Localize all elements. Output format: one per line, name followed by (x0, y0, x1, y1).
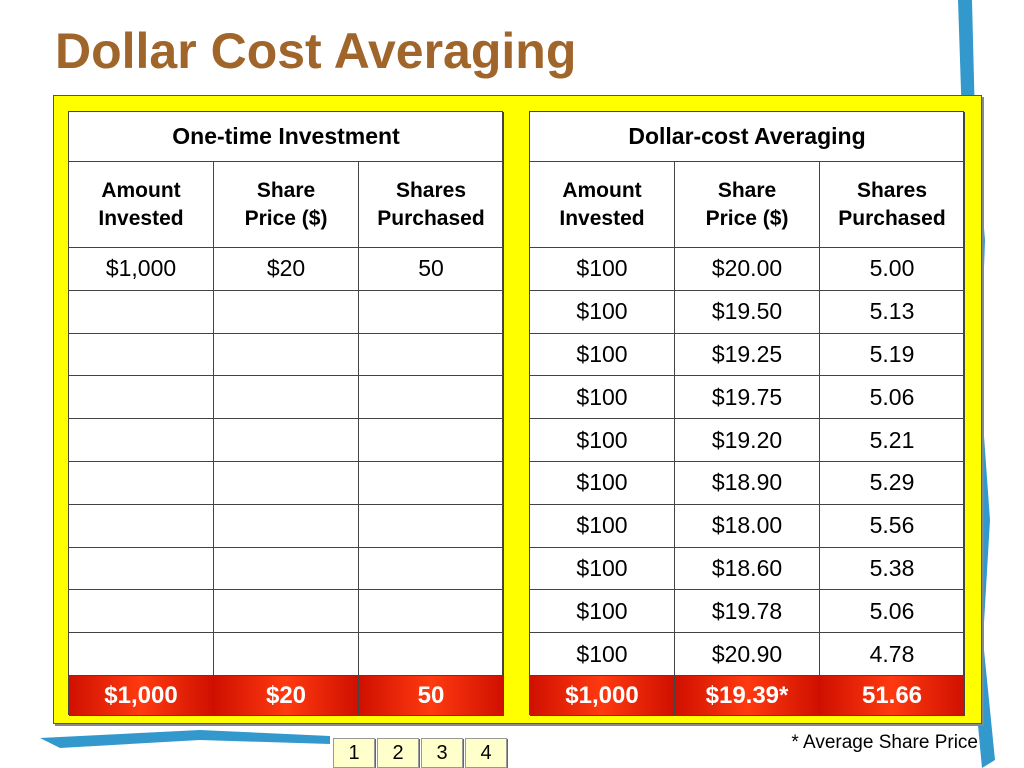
table-cell (359, 547, 504, 591)
total-cell: 50 (359, 676, 504, 716)
header-line: Share (256, 178, 316, 202)
table-cell (214, 590, 359, 634)
slide-title: Dollar Cost Averaging (55, 23, 577, 79)
header-line: Purchased (838, 206, 946, 230)
header-line: Invested (559, 206, 645, 230)
table-cell (359, 462, 504, 505)
table-cell: $100 (530, 590, 675, 634)
table-cell (214, 290, 359, 334)
table-cell: 5.29 (820, 462, 965, 505)
table-title: Dollar-cost Averaging (530, 112, 965, 162)
table-cell: $100 (530, 547, 675, 591)
table: One-time Investment Amount Invested Share Pr… (68, 111, 504, 716)
nav-button[interactable]: 4 (465, 738, 507, 768)
table-cell: $100 (530, 462, 675, 505)
footnote: * Average Share Price (791, 732, 978, 753)
table-cell (69, 504, 214, 548)
total-cell: $19.39* (675, 676, 820, 716)
nav-button[interactable]: 2 (377, 738, 419, 768)
column-header: Shares Purchased (359, 162, 504, 248)
table-cell: $1,000 (69, 248, 214, 291)
column-header: Share Price ($) (675, 162, 820, 248)
table-cell: $18.90 (675, 462, 820, 505)
table-cell (214, 547, 359, 591)
table-cell: $100 (530, 419, 675, 462)
column-header: Amount Invested (69, 162, 214, 248)
total-cell: $1,000 (69, 676, 214, 716)
table-cell (359, 504, 504, 548)
nav-button[interactable]: 1 (333, 738, 375, 768)
table-cell (214, 419, 359, 462)
header-line: Price ($) (244, 206, 328, 230)
table-cell: $100 (530, 333, 675, 377)
table-cell (69, 333, 214, 377)
table-cell: 5.38 (820, 547, 965, 591)
table-cell (69, 590, 214, 634)
table-cell: 5.06 (820, 376, 965, 420)
table-cell (69, 547, 214, 591)
table-cell (214, 376, 359, 420)
column-header: Share Price ($) (214, 162, 359, 248)
table-cell: 50 (359, 248, 504, 291)
table-cell: $20 (214, 248, 359, 291)
table-cell: 4.78 (820, 633, 965, 676)
column-header: Amount Invested (530, 162, 675, 248)
total-cell: $1,000 (530, 676, 675, 716)
table-cell: $19.50 (675, 290, 820, 334)
table-cell (359, 633, 504, 676)
header-line: Share (717, 178, 777, 202)
table-cell: 5.56 (820, 504, 965, 548)
table-cell (359, 590, 504, 634)
table-cell: $20.90 (675, 633, 820, 676)
table-cell: $18.60 (675, 547, 820, 591)
table-cell: $20.00 (675, 248, 820, 291)
total-cell: 51.66 (820, 676, 965, 716)
table-cell: 5.19 (820, 333, 965, 377)
header-line: Amount (562, 178, 642, 202)
table-cell: $19.78 (675, 590, 820, 634)
table-cell (214, 333, 359, 377)
blue-stroke (40, 730, 330, 748)
table-cell (69, 419, 214, 462)
table-cell: 5.00 (820, 248, 965, 291)
table-cell: $18.00 (675, 504, 820, 548)
table-cell (214, 633, 359, 676)
table-cell: $100 (530, 504, 675, 548)
table-cell: $100 (530, 290, 675, 334)
table-title: One-time Investment (69, 112, 504, 162)
table-cell (69, 290, 214, 334)
table-cell (69, 633, 214, 676)
nav-button[interactable]: 3 (421, 738, 463, 768)
table-cell: 5.13 (820, 290, 965, 334)
header-line: Invested (98, 206, 184, 230)
total-cell: $20 (214, 676, 359, 716)
table-cell (359, 290, 504, 334)
table-cell: 5.21 (820, 419, 965, 462)
table-cell (359, 419, 504, 462)
table-cell (69, 462, 214, 505)
table-cell: $100 (530, 633, 675, 676)
header-line: Shares (856, 178, 928, 202)
header-line: Shares (395, 178, 467, 202)
header-line: Purchased (377, 206, 485, 230)
table-cell (69, 376, 214, 420)
table-cell: $19.20 (675, 419, 820, 462)
table-cell (359, 333, 504, 377)
table-cell: $19.75 (675, 376, 820, 420)
column-header: Shares Purchased (820, 162, 965, 248)
table-cell: $19.25 (675, 333, 820, 377)
table-cell (214, 462, 359, 505)
header-line: Amount (101, 178, 181, 202)
table: Dollar-cost Averaging Amount Invested Share… (529, 111, 965, 716)
header-line: Price ($) (705, 206, 789, 230)
table-cell: 5.06 (820, 590, 965, 634)
table-cell: $100 (530, 248, 675, 291)
table-cell: $100 (530, 376, 675, 420)
table-cell (359, 376, 504, 420)
table-cell (214, 504, 359, 548)
